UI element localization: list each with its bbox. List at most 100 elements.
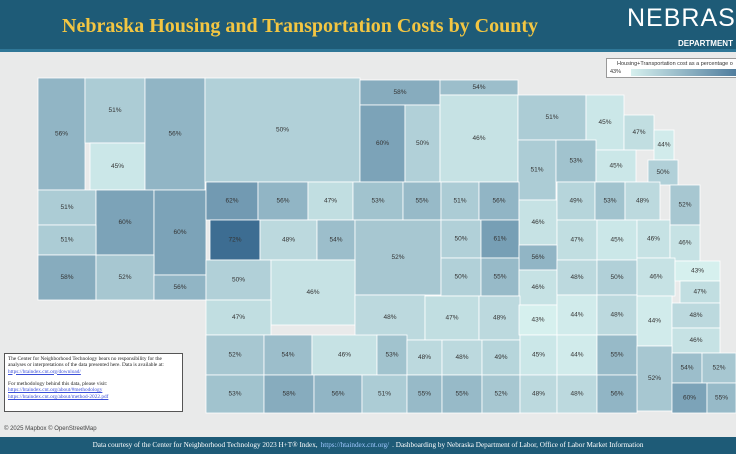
county <box>517 139 557 201</box>
header: Nebraska Housing and Transportation Cost… <box>0 0 736 52</box>
link[interactable]: https://htaindex.cnt.org/about/#methodol… <box>8 387 103 394</box>
county <box>153 189 207 276</box>
county <box>440 219 482 259</box>
county-label: 46% <box>338 352 351 359</box>
county <box>517 94 587 141</box>
county <box>37 224 97 256</box>
county-label: 62% <box>225 198 238 205</box>
county-label: 60% <box>376 140 389 147</box>
county-label: 53% <box>385 352 398 359</box>
county-label: 56% <box>610 391 623 398</box>
legend-bar <box>631 69 736 76</box>
county <box>596 259 638 296</box>
county-label: 43% <box>531 317 544 324</box>
county-label: 53% <box>603 198 616 205</box>
county-label: 47% <box>324 198 337 205</box>
county-label: 46% <box>306 289 319 296</box>
county-label: 44% <box>570 352 583 359</box>
county <box>647 159 679 186</box>
county <box>205 334 265 376</box>
method-text: For methodology behind this data, please… <box>8 381 108 388</box>
county-label: 52% <box>118 274 131 281</box>
county <box>478 181 520 221</box>
county-label: 55% <box>418 391 431 398</box>
county-label: 45% <box>532 352 545 359</box>
link[interactable]: https://htaindex.cnt.org/download/ <box>8 368 81 375</box>
county <box>37 189 97 226</box>
county-label: 44% <box>648 318 661 325</box>
county-label: 47% <box>632 129 645 136</box>
county-label: 51% <box>378 391 391 398</box>
link[interactable]: https://htaindex.cnt.org/about/method-20… <box>8 393 109 400</box>
county-label: 56% <box>55 131 68 138</box>
county-label: 52% <box>228 352 241 359</box>
county <box>404 104 441 183</box>
link[interactable]: https://htaindex.cnt.org/ <box>320 441 390 449</box>
county-label: 48% <box>455 354 468 361</box>
county-label: 50% <box>454 274 467 281</box>
county-label: 60% <box>173 229 186 236</box>
county-label: 55% <box>415 198 428 205</box>
county-label: 51% <box>60 204 73 211</box>
county-label: 58% <box>60 274 73 281</box>
county <box>636 257 676 297</box>
county-label: 60% <box>118 219 131 226</box>
logo-subtitle: DEPARTMENT <box>678 39 733 48</box>
county <box>519 334 558 376</box>
county-label: 47% <box>693 289 706 296</box>
county <box>594 181 626 221</box>
county <box>480 257 520 297</box>
county <box>556 259 598 296</box>
county-label: 56% <box>331 391 344 398</box>
legend-title: Housing+Transportation cost as a percent… <box>617 61 733 67</box>
footer-text: Data courtesy of the Center for Neighbor… <box>92 441 318 449</box>
county-label: 46% <box>649 274 662 281</box>
county <box>596 334 638 376</box>
county <box>359 79 441 106</box>
county-label: 46% <box>472 135 485 142</box>
county <box>669 184 701 226</box>
county <box>518 269 558 306</box>
county <box>263 374 315 414</box>
county-label: 49% <box>569 198 582 205</box>
county-label: 58% <box>393 89 406 96</box>
map: 56% 51% 45% 56% 50% 58% 60% 50% 54% 46% 51% 45% 47% 4… <box>37 77 736 414</box>
county-label: 54% <box>329 237 342 244</box>
county-label: 52% <box>712 365 725 372</box>
county-label: 60% <box>683 395 696 402</box>
county-label: 52% <box>678 202 691 209</box>
county-label: 56% <box>173 284 186 291</box>
county <box>259 219 318 261</box>
county-label: 48% <box>570 274 583 281</box>
county-label: 46% <box>678 240 691 247</box>
county-label: 50% <box>454 236 467 243</box>
county-label: 52% <box>391 254 404 261</box>
county-label: 56% <box>531 254 544 261</box>
county-label: 47% <box>570 237 583 244</box>
county <box>84 77 146 144</box>
county <box>518 199 558 246</box>
county <box>352 181 404 221</box>
county-label: 54% <box>281 352 294 359</box>
county-label: 46% <box>531 219 544 226</box>
county <box>361 374 408 414</box>
county-label: 48% <box>636 198 649 205</box>
county-label: 56% <box>276 198 289 205</box>
county-label: 56% <box>168 131 181 138</box>
county-label: 51% <box>453 198 466 205</box>
county <box>595 149 637 183</box>
county <box>596 294 638 336</box>
county-label: 50% <box>416 140 429 147</box>
county <box>316 219 356 261</box>
county-label: 55% <box>610 352 623 359</box>
county-label: 48% <box>570 391 583 398</box>
county-label: 47% <box>445 315 458 322</box>
county <box>406 339 443 376</box>
county-label: 50% <box>232 277 245 284</box>
county-label: 48% <box>532 391 545 398</box>
county-label: 43% <box>691 268 704 275</box>
logo: NEBRAS <box>627 4 736 32</box>
county <box>313 374 363 414</box>
county <box>669 224 701 262</box>
